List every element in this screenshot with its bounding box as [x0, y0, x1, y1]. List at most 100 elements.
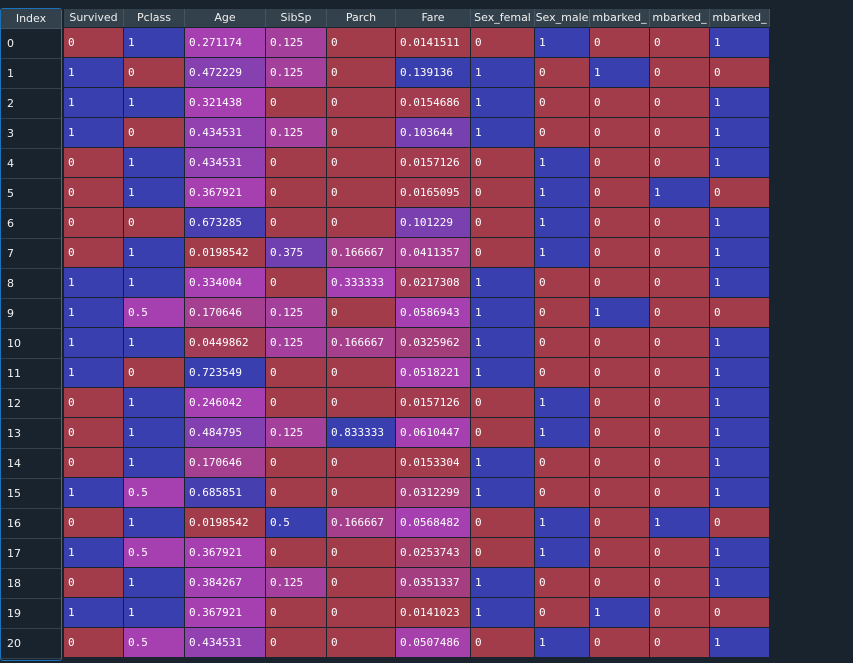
cell-age[interactable]: 0.367921 — [185, 178, 266, 208]
row-index[interactable]: 7 — [1, 239, 61, 269]
row-index[interactable]: 12 — [1, 389, 61, 419]
column-header-age[interactable]: Age — [185, 9, 266, 27]
row-index[interactable]: 20 — [1, 629, 61, 659]
cell-sex-male[interactable]: 0 — [535, 328, 590, 358]
cell-sex-male[interactable]: 0 — [535, 268, 590, 298]
cell-sex-male[interactable]: 1 — [535, 508, 590, 538]
cell-survived[interactable]: 0 — [64, 628, 124, 658]
row-index[interactable]: 19 — [1, 599, 61, 629]
cell-parch[interactable]: 0 — [327, 148, 396, 178]
cell-pclass[interactable]: 1 — [124, 598, 185, 628]
cell-embarked-c[interactable]: 0 — [590, 388, 650, 418]
cell-survived[interactable]: 0 — [64, 568, 124, 598]
cell-sex-male[interactable]: 1 — [535, 238, 590, 268]
cell-fare[interactable]: 0.0253743 — [396, 538, 471, 568]
cell-sibsp[interactable]: 0 — [266, 358, 327, 388]
cell-embarked-s[interactable]: 1 — [710, 208, 770, 238]
cell-sibsp[interactable]: 0 — [266, 628, 327, 658]
cell-fare[interactable]: 0.0351337 — [396, 568, 471, 598]
cell-sex-female[interactable]: 1 — [471, 88, 535, 118]
cell-sex-male[interactable]: 0 — [535, 88, 590, 118]
cell-sex-female[interactable]: 0 — [471, 418, 535, 448]
cell-embarked-s[interactable]: 0 — [710, 298, 770, 328]
cell-embarked-s[interactable]: 0 — [710, 508, 770, 538]
cell-fare[interactable]: 0.0586943 — [396, 298, 471, 328]
row-index[interactable]: 15 — [1, 479, 61, 509]
cell-parch[interactable]: 0 — [327, 118, 396, 148]
cell-sibsp[interactable]: 0.125 — [266, 328, 327, 358]
cell-survived[interactable]: 1 — [64, 538, 124, 568]
cell-parch[interactable]: 0 — [327, 358, 396, 388]
cell-survived[interactable]: 0 — [64, 238, 124, 268]
cell-pclass[interactable]: 1 — [124, 148, 185, 178]
row-index[interactable]: 18 — [1, 569, 61, 599]
cell-survived[interactable]: 1 — [64, 268, 124, 298]
cell-sibsp[interactable]: 0 — [266, 178, 327, 208]
cell-embarked-s[interactable]: 0 — [710, 598, 770, 628]
cell-pclass[interactable]: 1 — [124, 328, 185, 358]
column-header-sex-male[interactable]: Sex_male — [535, 9, 590, 27]
column-header-sibsp[interactable]: SibSp — [266, 9, 327, 27]
cell-embarked-s[interactable]: 1 — [710, 568, 770, 598]
cell-parch[interactable]: 0 — [327, 478, 396, 508]
cell-sex-male[interactable]: 0 — [535, 358, 590, 388]
cell-sibsp[interactable]: 0 — [266, 208, 327, 238]
cell-survived[interactable]: 0 — [64, 28, 124, 58]
cell-fare[interactable]: 0.0507486 — [396, 628, 471, 658]
cell-embarked-c[interactable]: 0 — [590, 478, 650, 508]
cell-embarked-q[interactable]: 0 — [650, 358, 710, 388]
cell-embarked-s[interactable]: 1 — [710, 358, 770, 388]
cell-sibsp[interactable]: 0 — [266, 88, 327, 118]
cell-embarked-s[interactable]: 1 — [710, 268, 770, 298]
cell-embarked-c[interactable]: 0 — [590, 328, 650, 358]
row-index[interactable]: 4 — [1, 149, 61, 179]
cell-survived[interactable]: 0 — [64, 178, 124, 208]
cell-embarked-c[interactable]: 0 — [590, 118, 650, 148]
cell-age[interactable]: 0.170646 — [185, 448, 266, 478]
cell-parch[interactable]: 0 — [327, 448, 396, 478]
index-panel[interactable]: Index 0 1 2 3 4 5 6 7 8 9 10 11 12 13 14 15 16 17 18 19 20 — [0, 8, 62, 661]
cell-embarked-c[interactable]: 0 — [590, 238, 650, 268]
cell-survived[interactable]: 0 — [64, 418, 124, 448]
cell-sex-male[interactable]: 1 — [535, 538, 590, 568]
cell-pclass[interactable]: 0.5 — [124, 628, 185, 658]
cell-survived[interactable]: 0 — [64, 388, 124, 418]
cell-fare[interactable]: 0.0153304 — [396, 448, 471, 478]
cell-embarked-q[interactable]: 0 — [650, 538, 710, 568]
cell-parch[interactable]: 0 — [327, 568, 396, 598]
cell-embarked-c[interactable]: 0 — [590, 538, 650, 568]
cell-sex-male[interactable]: 1 — [535, 418, 590, 448]
cell-embarked-c[interactable]: 0 — [590, 568, 650, 598]
cell-sex-female[interactable]: 1 — [471, 118, 535, 148]
cell-sex-male[interactable]: 1 — [535, 208, 590, 238]
cell-sibsp[interactable]: 0 — [266, 388, 327, 418]
cell-sex-male[interactable]: 0 — [535, 568, 590, 598]
cell-fare[interactable]: 0.0610447 — [396, 418, 471, 448]
cell-fare[interactable]: 0.0518221 — [396, 358, 471, 388]
cell-fare[interactable]: 0.0568482 — [396, 508, 471, 538]
cell-fare[interactable]: 0.139136 — [396, 58, 471, 88]
cell-sex-male[interactable]: 0 — [535, 598, 590, 628]
cell-embarked-q[interactable]: 0 — [650, 268, 710, 298]
cell-survived[interactable]: 0 — [64, 508, 124, 538]
cell-pclass[interactable]: 1 — [124, 268, 185, 298]
cell-age[interactable]: 0.0449862 — [185, 328, 266, 358]
cell-pclass[interactable]: 0 — [124, 58, 185, 88]
cell-age[interactable]: 0.334004 — [185, 268, 266, 298]
cell-sex-male[interactable]: 0 — [535, 478, 590, 508]
cell-embarked-s[interactable]: 0 — [710, 178, 770, 208]
cell-parch[interactable]: 0 — [327, 28, 396, 58]
cell-embarked-c[interactable]: 1 — [590, 598, 650, 628]
cell-parch[interactable]: 0 — [327, 388, 396, 418]
cell-pclass[interactable]: 1 — [124, 178, 185, 208]
cell-sibsp[interactable]: 0 — [266, 448, 327, 478]
cell-age[interactable]: 0.0198542 — [185, 508, 266, 538]
cell-sex-female[interactable]: 0 — [471, 238, 535, 268]
row-index[interactable]: 3 — [1, 119, 61, 149]
cell-embarked-c[interactable]: 0 — [590, 28, 650, 58]
cell-survived[interactable]: 0 — [64, 148, 124, 178]
cell-embarked-s[interactable]: 1 — [710, 448, 770, 478]
cell-embarked-s[interactable]: 1 — [710, 88, 770, 118]
cell-embarked-c[interactable]: 0 — [590, 508, 650, 538]
column-header-embarked-q[interactable]: mbarked_ — [650, 9, 710, 27]
